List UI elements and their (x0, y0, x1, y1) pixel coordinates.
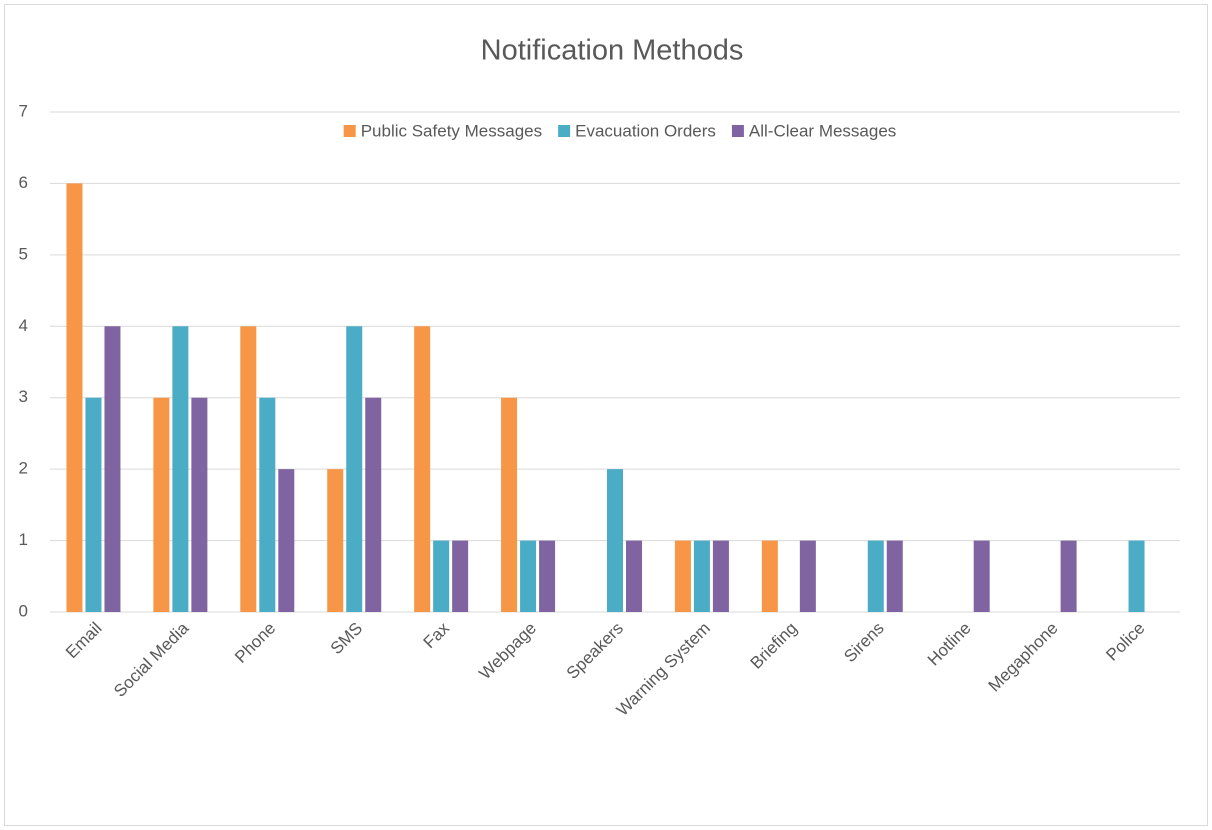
bar (712, 540, 729, 612)
y-tick-label: 7 (19, 101, 28, 120)
bar (674, 540, 691, 612)
y-tick-label: 1 (19, 530, 28, 549)
bar (191, 397, 208, 612)
bar (153, 397, 170, 612)
bar (973, 540, 990, 612)
bar (886, 540, 903, 612)
bar (1060, 540, 1077, 612)
bar (433, 540, 450, 612)
bar (327, 469, 344, 612)
bar (240, 326, 257, 612)
bar (867, 540, 884, 612)
legend: Public Safety Messages Evacuation Orders A… (343, 121, 896, 140)
y-tick-label: 4 (19, 316, 28, 335)
legend-swatch (343, 125, 356, 137)
y-tick-label: 2 (19, 459, 28, 478)
bar (66, 183, 83, 612)
y-tick-label: 6 (19, 173, 28, 192)
bar (693, 540, 710, 612)
bar (1128, 540, 1145, 612)
bar (259, 397, 276, 612)
bar (346, 326, 363, 612)
legend-swatch (731, 125, 744, 137)
bar (539, 540, 556, 612)
bar (626, 540, 642, 612)
bar (799, 540, 816, 612)
bar (365, 397, 382, 612)
legend-label: Evacuation Orders (575, 121, 716, 140)
y-tick-label: 0 (19, 601, 28, 620)
legend-label: Public Safety Messages (361, 121, 542, 140)
bar (278, 469, 295, 612)
legend-label: All-Clear Messages (749, 121, 896, 140)
bar (761, 540, 778, 612)
bar (452, 540, 469, 612)
bar (520, 540, 537, 612)
chart-title: Notification Methods (481, 35, 744, 67)
bar (104, 326, 121, 612)
legend-swatch (558, 125, 571, 137)
bar (607, 469, 623, 612)
bar (85, 397, 102, 612)
bar (501, 397, 518, 612)
bar (172, 326, 189, 612)
y-tick-label: 5 (19, 244, 28, 263)
bar (414, 326, 431, 612)
y-tick-label: 3 (19, 387, 28, 406)
